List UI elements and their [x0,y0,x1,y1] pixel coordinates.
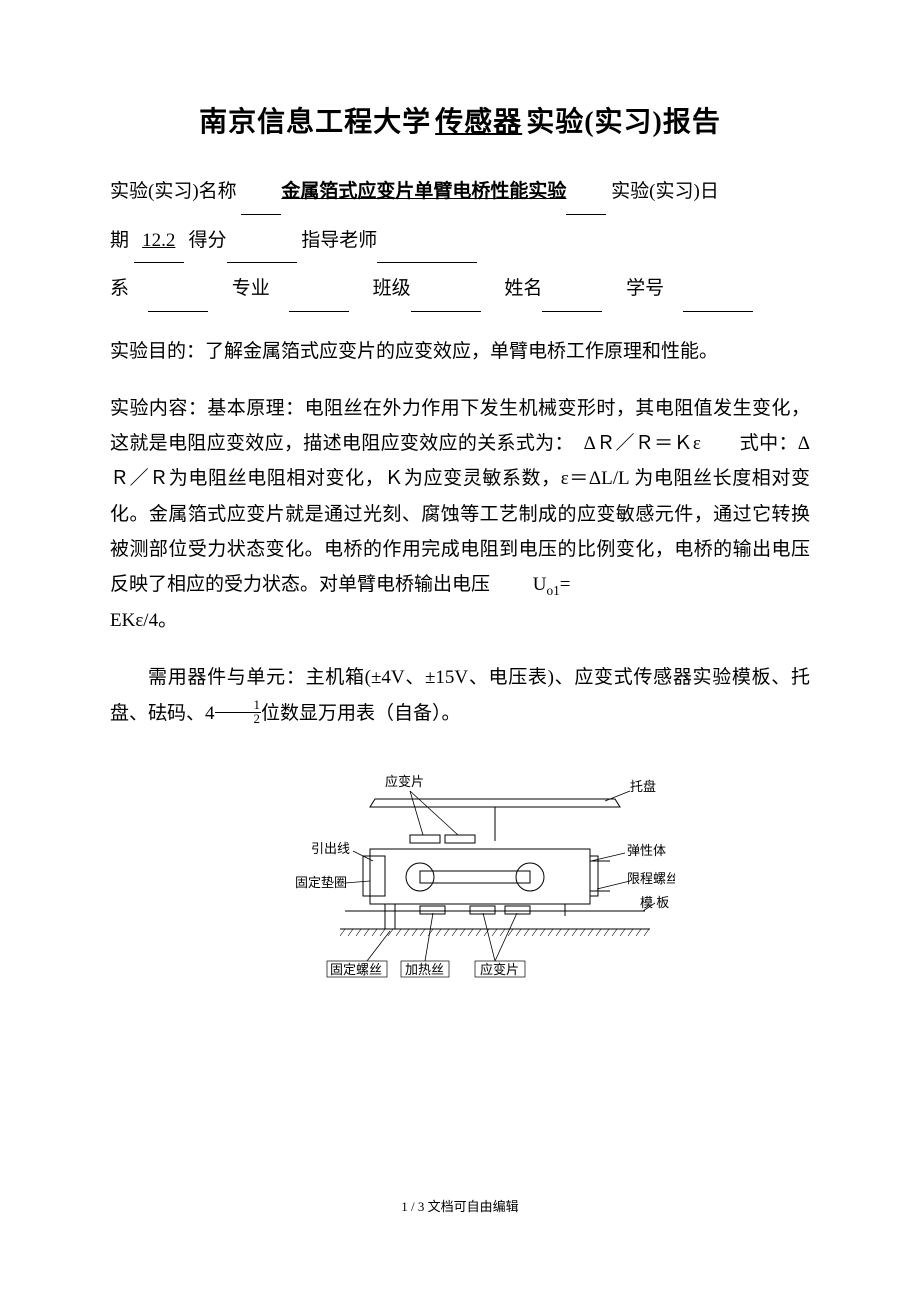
sname-label: 姓名 [504,278,542,299]
dept-blank [148,267,208,312]
lbl-mid-left-2: 固定垫圈 [295,875,347,890]
lbl-top-left: 应变片 [385,774,424,789]
equipment-label: 需用器件与单元： [148,667,306,688]
id-blank [683,267,753,312]
major-blank [289,267,349,312]
exp-name-label: 实验(实习)名称 [110,181,237,202]
purpose-text: 了解金属箔式应变片的应变效应，单臂电桥工作原理和性能。 [205,341,718,362]
score-blank [227,219,297,264]
frac-den: 2 [215,713,261,726]
date-value: 12.2 [134,219,184,264]
lbl-bot-2: 加热丝 [405,962,444,977]
page: 南京信息工程大学传感器实验(实习)报告 实验(实习)名称 金属箔式应变片单臂电桥… [0,0,920,1255]
exp-name-value: 金属箔式应变片单臂电桥性能实验 [281,181,566,202]
footer-note: 文档可自由编辑 [428,1199,519,1214]
dept-label: 系 [110,278,129,299]
lbl-bot-3: 应变片 [480,962,519,977]
lbl-bot-1: 固定螺丝 [330,962,382,977]
formula-u: U [533,574,547,595]
page-footer: 1 / 3 文档可自由编辑 [110,1196,810,1215]
sensor-diagram-svg: 应变片 托盘 引出线 固定垫圈 弹性体 限程螺丝 模 板 固定螺丝 加热丝 应变… [245,761,675,1011]
meta-line-1: 实验(实习)名称 金属箔式应变片单臂电桥性能实验 实验(实习)日 [110,170,810,215]
diagram: 应变片 托盘 引出线 固定垫圈 弹性体 限程螺丝 模 板 固定螺丝 加热丝 应变… [110,761,810,1016]
title-prefix: 南京信息工程大学 [199,107,431,138]
class-blank [411,267,481,312]
id-label: 学号 [626,278,664,299]
document-title: 南京信息工程大学传感器实验(实习)报告 [110,100,810,140]
formula-eq: = [560,574,571,595]
content-section: 实验内容：基本原理：电阻丝在外力作用下发生机械变形时，其电阻值发生变化，这就是电… [110,391,810,638]
footer-page: 1 / 3 [401,1199,424,1214]
lbl-mid-right-2: 限程螺丝 [627,871,675,886]
formula-line2: EKε/4。 [110,610,177,631]
lbl-mid-left-1: 引出线 [311,841,350,856]
principle-label: 基本原理： [207,398,304,419]
date-label: 实验(实习)日 [611,181,719,202]
score-label: 得分 [189,230,227,251]
class-label: 班级 [373,278,411,299]
teacher-label: 指导老师 [301,230,377,251]
lbl-mid-right-3: 模 板 [640,895,669,910]
lbl-mid-right-1: 弹性体 [627,843,666,858]
formula-sub: o1 [547,583,560,598]
major-label: 专业 [232,278,270,299]
meta-line-3: 系 专业 班级 姓名 学号 [110,267,810,312]
principle-text-1: 电阻丝在外力作用下发生机械变形时，其电阻值发生变化，这就是电阻应变效应，描述电阻… [110,398,810,595]
equipment-section: 需用器件与单元：主机箱(±4V、±15V、电压表)、应变式传感器实验模板、托盘、… [110,660,810,730]
fraction: 12 [215,699,261,726]
sname-blank [542,267,602,312]
meta-line-2: 期 12.2 得分 指导老师 [110,219,810,264]
equipment-text-b: 位数显万用表（自备）。 [261,703,461,724]
lbl-top-right: 托盘 [630,779,656,794]
teacher-blank [377,219,477,264]
purpose-section: 实验目的：了解金属箔式应变片的应变效应，单臂电桥工作原理和性能。 [110,334,810,369]
title-suffix: 实验(实习)报告 [526,107,721,138]
content-label: 实验内容： [110,398,207,419]
purpose-label: 实验目的： [110,341,205,362]
date-line2-prefix: 期 [110,230,129,251]
title-course: 传感器 [431,107,526,138]
